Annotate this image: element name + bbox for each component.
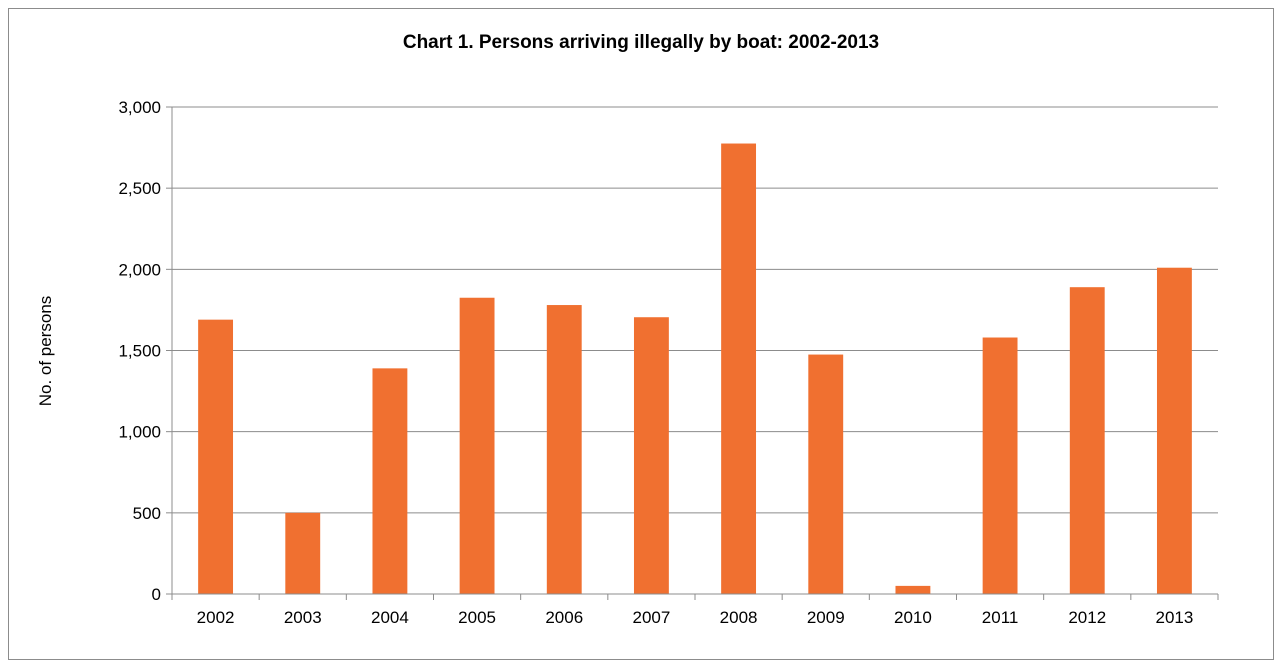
y-tick-label: 1,000 [118, 423, 161, 442]
x-tick-label: 2008 [720, 608, 758, 627]
bars [198, 143, 1192, 594]
x-tick-labels: 2002 2003 2004 2005 2006 2007 2008 2009 2010 2011… [197, 608, 1194, 627]
bar-2010 [895, 585, 931, 594]
y-axis-title: No. of persons [36, 296, 55, 407]
x-tick-label: 2004 [371, 608, 409, 627]
gridlines [172, 106, 1218, 514]
x-tick-label: 2007 [633, 608, 671, 627]
bar-2009 [808, 354, 844, 594]
x-tick-label: 2006 [545, 608, 583, 627]
bar-2002 [198, 319, 234, 594]
bar-2013 [1156, 267, 1192, 594]
y-tick-label: 2,000 [118, 260, 161, 279]
x-tick-label: 2012 [1068, 608, 1106, 627]
bar-2004 [372, 368, 408, 594]
x-tick-label: 2011 [982, 608, 1019, 627]
bar-2007 [633, 317, 669, 594]
x-tick-label: 2009 [807, 608, 845, 627]
bar-2006 [546, 305, 582, 594]
bar-2008 [721, 143, 757, 594]
y-tick-label: 500 [133, 504, 161, 523]
bar-2005 [459, 297, 495, 594]
bar-2011 [982, 337, 1018, 594]
y-tick-label: 0 [152, 585, 161, 604]
axes [166, 106, 1219, 600]
y-tick-label: 3,000 [118, 98, 161, 117]
chart-title: Chart 1. Persons arriving illegally by b… [403, 32, 879, 53]
x-tick-label: 2010 [894, 608, 932, 627]
x-tick-label: 2005 [458, 608, 496, 627]
x-tick-label: 2002 [197, 608, 235, 627]
y-tick-label: 1,500 [118, 342, 161, 361]
bar-2012 [1069, 287, 1105, 594]
y-tick-label: 2,500 [118, 179, 161, 198]
y-tick-labels: 0 500 1,000 1,500 2,000 2,500 3,000 [118, 98, 161, 604]
bar-2003 [285, 512, 321, 594]
x-tick-label: 2013 [1156, 608, 1194, 627]
x-tick-label: 2003 [284, 608, 322, 627]
